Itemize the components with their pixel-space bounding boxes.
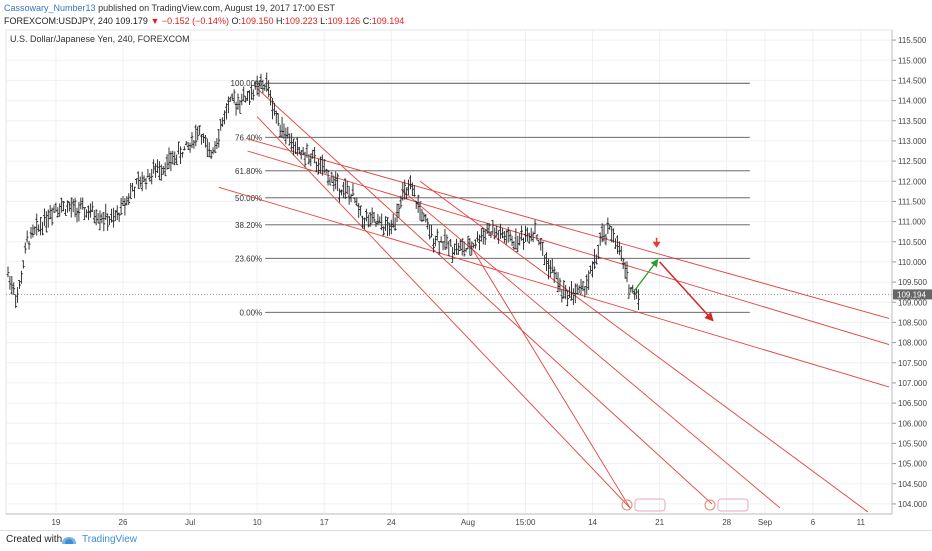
x-tick-label: 24 — [387, 518, 396, 527]
y-tick-label: 111.500 — [898, 197, 926, 206]
y-tick-label: 115.500 — [898, 36, 927, 45]
y-tick-label: 113.500 — [898, 117, 927, 126]
trend-line — [247, 150, 890, 346]
chart-header: Cassowary_Number13 published on TradingV… — [4, 2, 924, 30]
change-down-icon: ▼ — [150, 16, 160, 26]
y-tick-label: 107.500 — [898, 359, 927, 368]
trend-line — [218, 186, 890, 388]
y-tick-label: 115.000 — [898, 56, 927, 65]
close-label: C: — [362, 16, 372, 26]
close-value: 109.194 — [371, 16, 405, 26]
event-badge-icon — [621, 499, 633, 511]
y-tick-label: 110.500 — [898, 238, 927, 247]
y-tick-label: 110.000 — [898, 258, 927, 267]
y-tick-label: 109.500 — [898, 278, 927, 287]
chart-title: U.S. Dollar/Japanese Yen, 240, FOREXCOM — [10, 34, 190, 44]
tradingview-logo-icon[interactable] — [60, 533, 78, 547]
fib-level-label: 100.00% — [231, 79, 263, 88]
y-tick-label: 107.000 — [898, 379, 927, 388]
event-badge-box — [717, 498, 749, 512]
high-label: H: — [276, 16, 286, 26]
symbol-line: FOREXCOM:USDJPY, 240 109.179 ▼ −0.152 (−… — [4, 15, 924, 28]
event-badge — [704, 498, 749, 512]
event-badge-icon — [704, 499, 716, 511]
last-price-label: 109.194 — [897, 290, 926, 299]
down-arrow-icon — [659, 261, 714, 322]
trend-line — [256, 88, 713, 505]
price-change: −0.152 (−0.14%) — [161, 16, 229, 26]
x-tick-label: 26 — [119, 518, 128, 527]
x-tick-label: 17 — [320, 518, 329, 527]
up-arrow-icon — [634, 258, 659, 291]
last-price: 109.179 — [115, 16, 148, 26]
symbol-name: FOREXCOM:USDJPY, 240 — [4, 16, 113, 26]
x-tick-label: 19 — [51, 518, 60, 527]
event-badge-box — [634, 498, 666, 512]
fib-level-label: 61.80% — [235, 167, 262, 176]
y-tick-label: 106.000 — [898, 419, 927, 428]
x-tick-label: 15:00 — [515, 518, 536, 527]
last-price-badge — [893, 289, 932, 300]
open-value: 109.150 — [240, 16, 274, 26]
y-tick-label: 106.500 — [898, 399, 927, 408]
x-tick-label: 28 — [722, 518, 731, 527]
trend-line — [256, 116, 631, 509]
open-label: O: — [231, 16, 241, 26]
y-axis[interactable]: 104.000 104.500 105.000 105.500 106.000 106.5… — [891, 30, 927, 514]
fib-level-label: 23.60% — [235, 254, 262, 263]
footer: Created with TradingView — [0, 530, 932, 551]
y-tick-label: 113.000 — [898, 137, 927, 146]
y-tick-label: 109.000 — [898, 298, 927, 307]
down-marker-icon — [652, 241, 661, 248]
chart-svg[interactable]: 100.00% 76.40% 61.80% 50.00% 38.20% 23.60% 0.0… — [0, 28, 932, 530]
chart-area[interactable]: 100.00% 76.40% 61.80% 50.00% 38.20% 23.60% 0.0… — [0, 28, 932, 533]
fib-retracement: 100.00% 76.40% 61.80% 50.00% 38.20% 23.60% 0.0… — [231, 79, 750, 317]
annotations: 109.194 — [6, 237, 932, 322]
trend-line — [247, 138, 890, 319]
x-tick-label: 21 — [655, 518, 664, 527]
x-axis[interactable]: 19 26 Jul 10 17 24 Aug 15:00 14 21 28 Sep 6 11 — [6, 513, 892, 527]
y-tick-label: 114.500 — [898, 76, 927, 85]
low-value: 109.126 — [327, 16, 361, 26]
x-tick-label: 6 — [811, 518, 816, 527]
event-badge — [621, 498, 666, 512]
high-value: 109.223 — [285, 16, 318, 26]
x-tick-label: 11 — [857, 518, 866, 527]
x-tick-label: Aug — [461, 518, 475, 527]
y-tick-label: 111.000 — [898, 218, 926, 227]
fib-level-label: 50.00% — [235, 194, 262, 203]
tradingview-brand[interactable]: TradingView — [82, 534, 138, 545]
y-tick-label: 108.500 — [898, 318, 927, 327]
y-tick-label: 105.000 — [898, 460, 927, 469]
fib-level-label: 0.00% — [239, 308, 262, 317]
y-tick-label: 112.000 — [898, 177, 927, 186]
x-tick-label: 10 — [253, 518, 262, 527]
fib-level-label: 76.40% — [235, 133, 262, 142]
y-tick-label: 104.000 — [898, 500, 927, 509]
publish-info: published on TradingView.com, August 19,… — [98, 3, 336, 13]
plot-frame — [5, 29, 893, 515]
bottom-badges — [621, 498, 749, 512]
y-tick-label: 108.000 — [898, 339, 927, 348]
y-tick-label: 114.000 — [898, 97, 927, 106]
x-tick-label: Sep — [758, 518, 773, 527]
x-tick-label: 14 — [588, 518, 597, 527]
publish-line: Cassowary_Number13 published on TradingV… — [4, 2, 924, 15]
trend-line — [467, 241, 631, 509]
author-link[interactable]: Cassowary_Number13 — [4, 3, 96, 13]
created-with-label: Created with — [6, 534, 63, 545]
y-tick-label: 112.500 — [898, 157, 927, 166]
y-tick-label: 105.500 — [898, 439, 927, 448]
x-tick-label: Jul — [185, 518, 195, 527]
price-bars — [6, 72, 640, 310]
y-tick-label: 104.500 — [898, 480, 927, 489]
low-label: L: — [320, 16, 328, 26]
fib-level-label: 38.20% — [235, 221, 262, 230]
